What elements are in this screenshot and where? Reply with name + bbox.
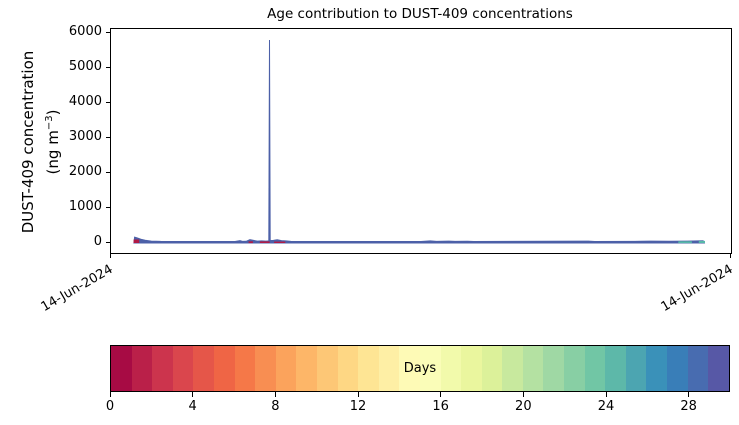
- y-tick-mark: [106, 101, 110, 103]
- colorbar-segment-27: [667, 346, 688, 391]
- colorbar-segment-15: [419, 346, 441, 391]
- colorbar-segment-28: [687, 346, 709, 391]
- y-axis-label-line1: DUST-409 concentration: [19, 50, 37, 234]
- x-tick-mark: [109, 253, 111, 258]
- y-tick-mark: [106, 171, 110, 173]
- colorbar-tick-label: 16: [432, 399, 449, 414]
- series-young_age-bar: [274, 241, 286, 243]
- y-tick-label: 0: [93, 234, 102, 249]
- plot-area: [110, 28, 732, 254]
- colorbar-segment-26: [646, 346, 668, 391]
- colorbar-segment-11: [337, 346, 359, 391]
- series-old_age_total: [133, 39, 706, 244]
- series-young_age-bar: [133, 239, 140, 243]
- colorbar-segment-12: [358, 346, 379, 391]
- chart-canvas: [133, 39, 706, 244]
- colorbar-segment-9: [296, 346, 317, 391]
- series-young_age-bar: [248, 241, 253, 244]
- colorbar-tick-mark: [605, 392, 607, 397]
- colorbar-segment-1: [131, 346, 153, 391]
- colorbar-segment-20: [522, 346, 544, 391]
- colorbar-segment-19: [502, 346, 523, 391]
- colorbar-segment-3: [172, 346, 194, 391]
- colorbar-tick-label: 28: [680, 399, 697, 414]
- y-tick-mark: [106, 66, 110, 68]
- y-tick-mark: [106, 241, 110, 243]
- y-tick-label: 5000: [68, 59, 102, 74]
- colorbar-segment-22: [564, 346, 585, 391]
- colorbar-tick-label: 20: [515, 399, 532, 414]
- colorbar-segment-0: [111, 346, 132, 391]
- colorbar-segment-23: [584, 346, 606, 391]
- colorbar-tick-label: 4: [188, 399, 197, 414]
- colorbar-tick-mark: [440, 392, 442, 397]
- colorbar-segment-24: [605, 346, 626, 391]
- series-mid_age-bar: [698, 240, 705, 243]
- colorbar: [110, 345, 730, 392]
- colorbar-segment-7: [255, 346, 276, 391]
- colorbar-tick-label: 0: [105, 399, 115, 414]
- colorbar-tick-mark: [522, 392, 524, 397]
- colorbar-segment-21: [543, 346, 565, 391]
- colorbar-tick-mark: [688, 392, 690, 397]
- y-tick-mark: [106, 206, 110, 208]
- colorbar-segment-17: [461, 346, 482, 391]
- colorbar-tick-mark: [357, 392, 359, 397]
- series-young_age-bar: [259, 241, 270, 243]
- y-tick-label: 2000: [68, 164, 102, 179]
- colorbar-segment-4: [193, 346, 214, 391]
- x-tick-mark: [729, 253, 731, 258]
- colorbar-tick-mark: [192, 392, 194, 397]
- colorbar-segment-6: [234, 346, 256, 391]
- y-tick-label: 4000: [68, 94, 102, 109]
- colorbar-segment-8: [275, 346, 297, 391]
- y-tick-label: 1000: [68, 199, 102, 214]
- y-tick-mark: [106, 31, 110, 33]
- y-tick-label: 3000: [68, 129, 102, 144]
- chart-title: Age contribution to DUST-409 concentrati…: [267, 6, 573, 22]
- y-tick-mark: [106, 136, 110, 138]
- colorbar-segment-25: [625, 346, 647, 391]
- colorbar-segment-13: [378, 346, 400, 391]
- colorbar-segment-18: [481, 346, 503, 391]
- y-axis-exponent: −3: [44, 115, 55, 131]
- colorbar-segment-29: [708, 346, 729, 391]
- colorbar-tick-label: 24: [597, 399, 615, 414]
- colorbar-tick-label: 8: [271, 399, 280, 414]
- colorbar-segment-16: [440, 346, 462, 391]
- colorbar-tick-mark: [109, 392, 111, 397]
- y-tick-label: 6000: [68, 24, 102, 39]
- x-tick-label: 14-Jun-2024: [658, 262, 736, 316]
- colorbar-segment-10: [316, 346, 338, 391]
- colorbar-tick-mark: [274, 392, 276, 397]
- colorbar-segment-2: [152, 346, 173, 391]
- colorbar-tick-label: 12: [349, 399, 367, 414]
- colorbar-segment-5: [213, 346, 235, 391]
- series-mid_age-bar: [678, 241, 692, 244]
- colorbar-segment-14: [399, 346, 420, 391]
